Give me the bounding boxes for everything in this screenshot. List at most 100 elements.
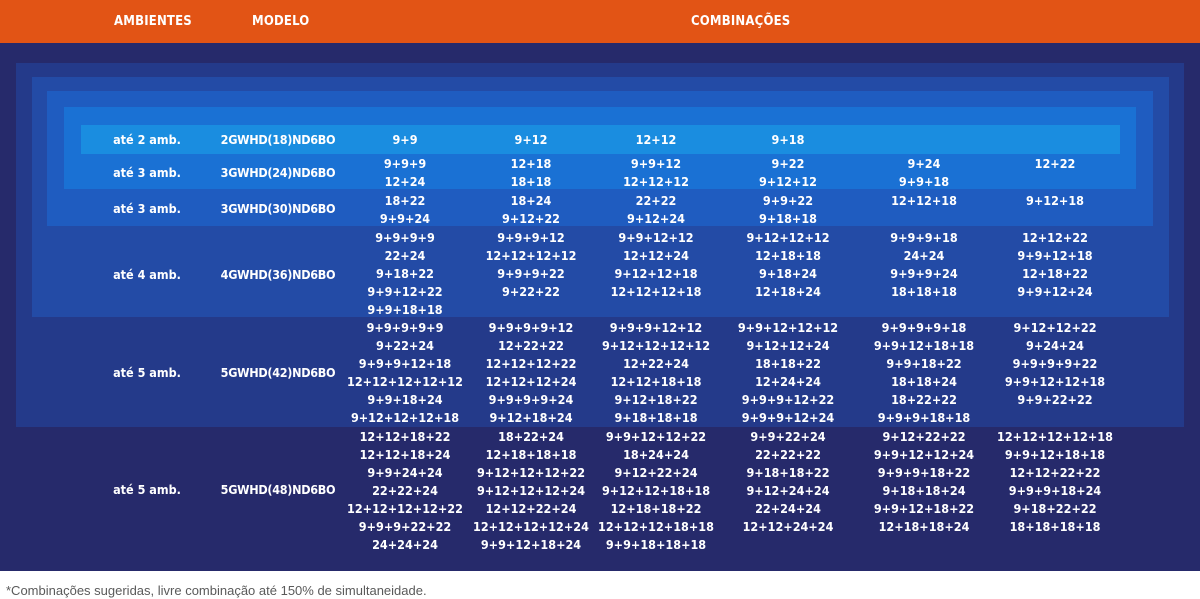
- combination-value: 9+18+18+18: [614, 410, 698, 425]
- row-ambientes: até 5 amb.: [113, 365, 181, 380]
- combination-value: 9+9+12+12+24: [873, 447, 975, 462]
- combination-value: 12+12+24: [623, 248, 689, 263]
- combination-cell: 9+9+9+12 12+12+12+12 9+9+9+22 9+22+22: [466, 229, 596, 301]
- combination-value: 12+18: [510, 156, 552, 171]
- combination-value: 18+22+24: [498, 429, 564, 444]
- combination-value: 12+18+18: [755, 248, 821, 263]
- combination-value: 9+12+12: [759, 174, 817, 189]
- combination-value: 12+12+12+12+18: [997, 429, 1113, 444]
- combination-value: 12+12+22+24: [485, 501, 577, 516]
- layer-2amb: [81, 125, 1120, 154]
- combination-value: 12+12+24+24: [742, 519, 834, 534]
- combination-value: 9+9+12+12+22: [605, 429, 707, 444]
- combination-value: 9+9+9+18+24: [1008, 483, 1102, 498]
- combination-value: 18+24: [510, 193, 552, 208]
- combination-value: 22+22: [635, 193, 677, 208]
- combination-cell: 9+9+9 12+24: [340, 155, 470, 191]
- combination-cell: 9+9+9+12+12 9+12+12+12+12 12+22+24 12+12+18…: [591, 319, 721, 427]
- combination-value: 9+9+12+18+18: [873, 338, 975, 353]
- combination-value: 12+12+12+12+12: [347, 374, 463, 389]
- combination-cell: 9+9+9+9+18 9+9+12+18+18 9+9+18+22 18+18+24 1…: [859, 319, 989, 427]
- combination-cell: 9+9+12 12+12+12: [591, 155, 721, 191]
- combination-value: 12+12: [635, 132, 677, 147]
- combination-value: 9+18+22: [376, 266, 434, 281]
- row-modelo: 3GWHD(30)ND6BO: [220, 201, 336, 216]
- combination-cell: 9+12+12+22 9+24+24 9+9+9+9+22 9+9+12+12+18 9…: [990, 319, 1120, 409]
- combination-value: 12+18+24: [755, 284, 821, 299]
- combination-value: 9+9+9+9+9: [366, 320, 444, 335]
- combination-value: 9+9+9+12+24: [741, 410, 835, 425]
- combination-value: 9+9+12+24: [1017, 284, 1093, 299]
- combination-value: 9+9+22+24: [750, 429, 826, 444]
- combination-value: 9+12+12+12+12: [601, 338, 711, 353]
- combination-cell: 9+22 9+12+12: [723, 155, 853, 191]
- combination-value: 24+24+24: [372, 537, 438, 552]
- combination-value: 9+18+18: [759, 211, 817, 226]
- combination-value: 9+12+22+22: [882, 429, 966, 444]
- combination-value: 9+9+12+12: [618, 230, 694, 245]
- combination-cell: 9+9+22+24 22+22+22 9+18+18+22 9+12+24+24 22+…: [723, 428, 853, 536]
- row-ambientes: até 3 amb.: [113, 165, 181, 180]
- combination-cell: 9+18: [723, 131, 853, 149]
- combination-value: 12+12+12+12+22: [347, 501, 463, 516]
- combination-value: 12+18+18+18: [485, 447, 577, 462]
- combination-value: 18+18+24: [891, 374, 957, 389]
- combination-value: 18+18: [510, 174, 552, 189]
- row-modelo: 2GWHD(18)ND6BO: [220, 132, 336, 147]
- combination-value: 12+12+12+12: [485, 248, 577, 263]
- header-ambientes: AMBIENTES: [114, 14, 192, 29]
- combination-value: 18+18+18+18: [1009, 519, 1101, 534]
- combination-cell: 12+12+18+22 12+12+18+24 9+9+24+24 22+22+24 1…: [340, 428, 470, 554]
- combination-cell: 9+9+22 9+18+18: [723, 192, 853, 228]
- combination-cell: 12+12+18: [859, 192, 989, 210]
- combination-value: 9+9+18+18: [367, 302, 443, 317]
- combination-value: 9+9+9+12: [497, 230, 565, 245]
- combination-value: 9+12+24: [627, 211, 685, 226]
- combination-value: 9+9+9+9: [375, 230, 435, 245]
- combination-value: 9+9+9+12+22: [741, 392, 835, 407]
- combination-value: 12+12+12+18+18: [598, 519, 714, 534]
- row-ambientes: até 5 amb.: [113, 482, 181, 497]
- combination-value: 9+9+9+12+18: [358, 356, 452, 371]
- combination-value: 9+9+9+9+12: [488, 320, 574, 335]
- combination-cell: 9+12+12+12 12+18+18 9+18+24 12+18+24: [723, 229, 853, 301]
- table-header: AMBIENTES MODELO COMBINAÇÕES: [0, 0, 1200, 43]
- combination-value: 9+9+18+24: [367, 392, 443, 407]
- combination-value: 12+12+12+22: [485, 356, 577, 371]
- header-combinacoes: COMBINAÇÕES: [691, 14, 791, 29]
- combination-value: 12+12+12+18: [610, 284, 702, 299]
- combination-value: 9+18+18+24: [882, 483, 966, 498]
- combination-value: 9+9+9: [383, 156, 427, 171]
- combination-value: 12+12+18+24: [359, 447, 451, 462]
- combination-value: 12+12+18+18: [610, 374, 702, 389]
- combination-cell: 12+12: [591, 131, 721, 149]
- combination-value: 18+24+24: [623, 447, 689, 462]
- combination-value: 22+24+24: [755, 501, 821, 516]
- combination-cell: 18+22 9+9+24: [340, 192, 470, 228]
- combination-value: 9+12+12+18+18: [601, 483, 711, 498]
- combination-cell: 9+9+12+12 12+12+24 9+12+12+18 12+12+12+18: [591, 229, 721, 301]
- combination-value: 9+12+18+22: [614, 392, 698, 407]
- combination-value: 9+9+22: [762, 193, 814, 208]
- combination-value: 9+9: [392, 132, 418, 147]
- combination-value: 9+9+12+18+18: [1004, 447, 1106, 462]
- combination-value: 12+24+24: [755, 374, 821, 389]
- combination-value: 9+12+12+24: [746, 338, 830, 353]
- combination-value: 9+12+12+12+22: [476, 465, 586, 480]
- combination-value: 9+9+12+18+22: [873, 501, 975, 516]
- combination-value: 9+12+18+24: [489, 410, 573, 425]
- combination-value: 9+9+9+18: [890, 230, 958, 245]
- row-ambientes: até 4 amb.: [113, 267, 181, 282]
- combination-value: 9+12+24+24: [746, 483, 830, 498]
- row-modelo: 5GWHD(48)ND6BO: [220, 482, 336, 497]
- combination-cell: 9+12: [466, 131, 596, 149]
- combination-value: 9+24: [907, 156, 941, 171]
- combination-cell: 9+9+12+12+12 9+12+12+24 18+18+22 12+24+24 9+…: [723, 319, 853, 427]
- combinations-panel: [0, 43, 1200, 571]
- combination-value: 9+9+9+24: [890, 266, 958, 281]
- combination-value: 9+9+9+9+22: [1012, 356, 1098, 371]
- combination-value: 12+12+12: [623, 174, 689, 189]
- row-modelo: 4GWHD(36)ND6BO: [220, 267, 336, 282]
- combination-value: 18+22+22: [891, 392, 957, 407]
- combination-value: 9+18+24: [759, 266, 817, 281]
